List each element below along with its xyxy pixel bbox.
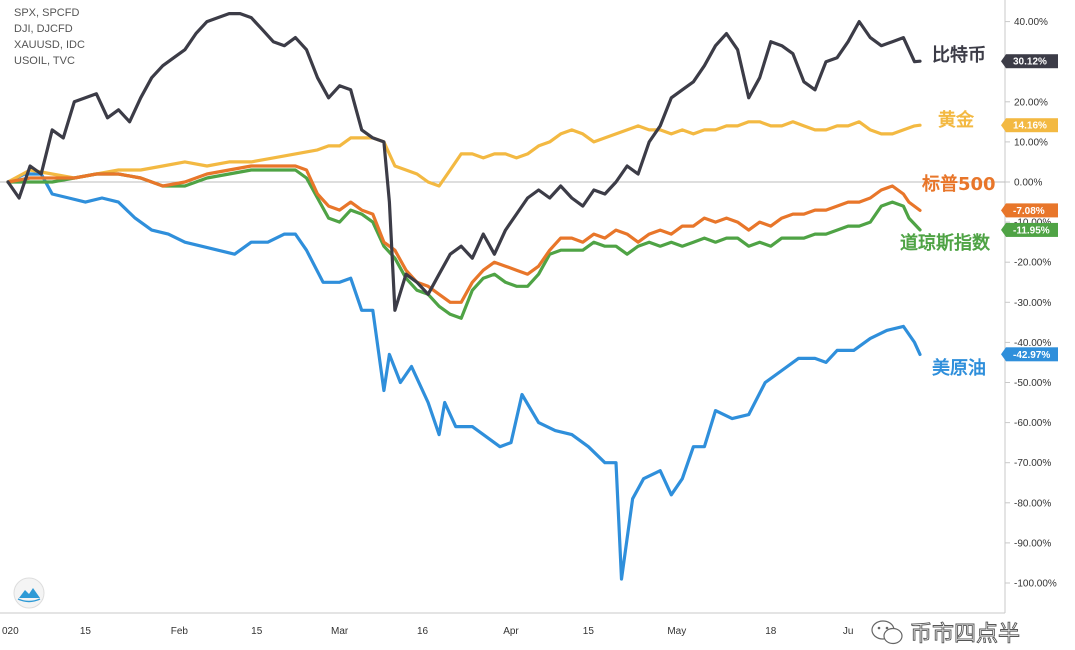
price-badge-text: -11.95% <box>1013 225 1050 236</box>
price-badge-text: 14.16% <box>1013 121 1047 132</box>
x-tick-label: Feb <box>171 626 189 637</box>
y-tick-label: -70.00% <box>1014 458 1051 469</box>
x-axis-ticks: 020 15 Feb 15 Mar 16 Apr 15 May 18 Ju <box>2 626 853 637</box>
series-name: 道琼斯指数 <box>900 232 991 254</box>
price-badges: -42.97% 30.12% 14.16% -7.08% -11.95% <box>1001 54 1058 362</box>
price-badge: -11.95% <box>1001 222 1058 237</box>
x-tick-label: 18 <box>765 626 777 637</box>
y-tick-label: 10.00% <box>1014 137 1048 148</box>
series-lines <box>6 12 922 581</box>
series-line <box>6 12 922 312</box>
price-badge-text: 30.12% <box>1013 57 1047 68</box>
price-badge-text: -7.08% <box>1013 206 1045 217</box>
y-tick-label: -80.00% <box>1014 498 1051 509</box>
price-badge: 30.12% <box>1001 54 1058 69</box>
wechat-icon <box>871 620 903 645</box>
watermark: 币市四点半 <box>871 620 1020 647</box>
series-name: 黄金 <box>938 109 975 131</box>
symbol-list: SPX, SPCFD DJI, DJCFD XAUUSD, IDC USOIL, TV… <box>14 7 85 67</box>
x-tick-label: Mar <box>331 626 349 637</box>
series-line <box>6 164 922 304</box>
symbol-label: DJI, DJCFD <box>14 23 73 35</box>
x-tick-label: 15 <box>80 626 92 637</box>
y-tick-label: -50.00% <box>1014 378 1051 389</box>
y-tick-label: -40.00% <box>1014 338 1051 349</box>
x-tick-label: Apr <box>503 626 519 637</box>
x-tick-label: 16 <box>417 626 429 637</box>
series-line <box>6 120 922 188</box>
y-tick-label: -20.00% <box>1014 258 1051 269</box>
series-name: 比特币 <box>932 44 986 66</box>
price-badge: -7.08% <box>1001 203 1058 218</box>
tradingview-cloud-icon[interactable] <box>13 577 45 609</box>
symbol-label: SPX, SPCFD <box>14 7 79 19</box>
price-badge: 14.16% <box>1001 118 1058 133</box>
y-tick-label: -90.00% <box>1014 538 1051 549</box>
series-line <box>6 168 922 320</box>
y-tick-label: -100.00% <box>1014 579 1057 590</box>
y-tick-label: -60.00% <box>1014 418 1051 429</box>
price-badge-text: -42.97% <box>1013 350 1050 361</box>
x-tick-label: 15 <box>251 626 263 637</box>
y-axis-ticks: 40.00%30.00%20.00%10.00%0.00%-10.00%-20.… <box>1005 17 1057 590</box>
y-tick-label: -30.00% <box>1014 298 1051 309</box>
x-tick-label: Ju <box>843 626 854 637</box>
x-tick-label: May <box>667 626 686 637</box>
price-badge: -42.97% <box>1001 347 1058 362</box>
y-tick-label: 20.00% <box>1014 97 1048 108</box>
y-tick-label: 40.00% <box>1014 17 1048 28</box>
y-tick-label: 0.00% <box>1014 178 1042 189</box>
symbol-label: XAUUSD, IDC <box>14 39 85 51</box>
x-tick-label: 15 <box>583 626 595 637</box>
series-name: 标普500 <box>921 173 996 195</box>
symbol-label: USOIL, TVC <box>14 55 75 67</box>
series-line <box>6 172 922 581</box>
x-tick-label: 020 <box>2 626 19 637</box>
watermark-text: 币市四点半 <box>910 622 1020 647</box>
series-name: 美原油 <box>932 357 986 379</box>
